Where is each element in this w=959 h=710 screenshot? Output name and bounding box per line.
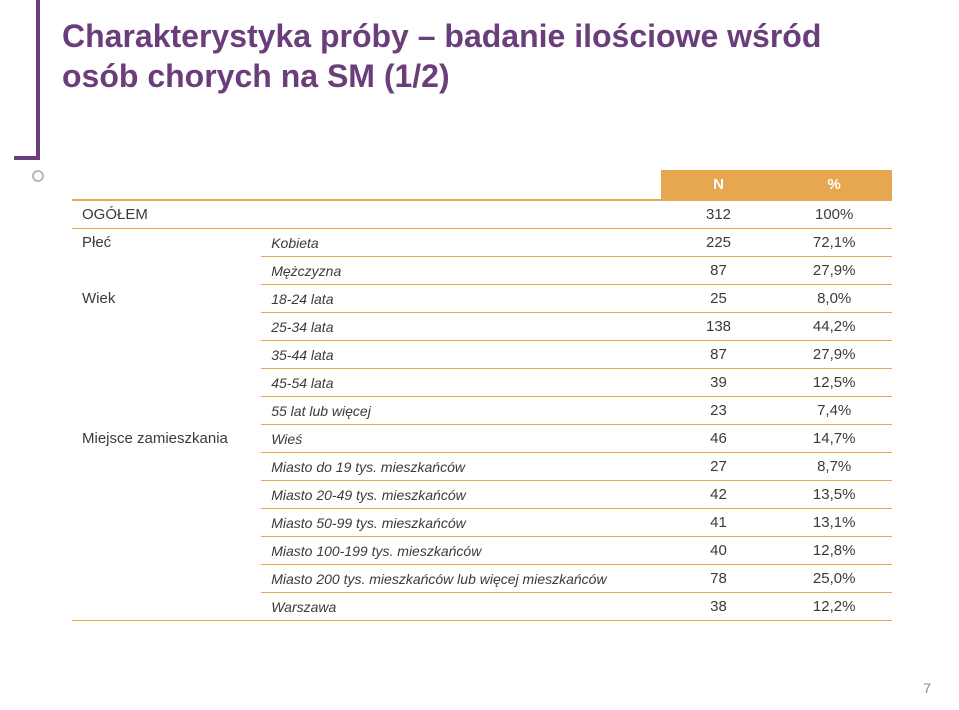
title-line-1: Charakterystyka próby – badanie ilościow…: [62, 18, 821, 54]
accent-vertical-bar: [36, 0, 40, 160]
subcategory-cell: 18-24 lata: [261, 285, 660, 313]
subcategory-cell: Wieś: [261, 425, 660, 453]
n-cell: 312: [661, 200, 777, 229]
table-row: OGÓŁEM 312100%: [72, 200, 892, 229]
left-accent-decoration: [0, 0, 52, 175]
n-cell: 23: [661, 397, 777, 425]
page-number: 7: [923, 680, 931, 696]
subcategory-cell: [261, 200, 660, 229]
subcategory-cell: Warszawa: [261, 593, 660, 621]
subcategory-cell: Mężczyzna: [261, 257, 660, 285]
category-cell: Płeć: [72, 229, 261, 285]
n-cell: 87: [661, 341, 777, 369]
pct-cell: 72,1%: [776, 229, 892, 257]
header-pct: %: [776, 170, 892, 200]
n-cell: 41: [661, 509, 777, 537]
n-cell: 40: [661, 537, 777, 565]
pct-cell: 12,8%: [776, 537, 892, 565]
subcategory-cell: Miasto do 19 tys. mieszkańców: [261, 453, 660, 481]
category-cell: OGÓŁEM: [72, 200, 261, 229]
accent-horizontal-bar: [14, 156, 40, 160]
subcategory-cell: 55 lat lub więcej: [261, 397, 660, 425]
subcategory-cell: Miasto 50-99 tys. mieszkańców: [261, 509, 660, 537]
slide-title: Charakterystyka próby – badanie ilościow…: [62, 16, 902, 96]
accent-circle: [32, 170, 44, 182]
table-header-row: N %: [72, 170, 892, 200]
subcategory-cell: Kobieta: [261, 229, 660, 257]
header-blank-1: [72, 170, 261, 200]
pct-cell: 27,9%: [776, 257, 892, 285]
table-body: OGÓŁEM312100%PłećKobieta22572,1%Mężczyzn…: [72, 200, 892, 621]
n-cell: 46: [661, 425, 777, 453]
pct-cell: 14,7%: [776, 425, 892, 453]
table-row: PłećKobieta22572,1%: [72, 229, 892, 257]
n-cell: 87: [661, 257, 777, 285]
data-table-container: N % OGÓŁEM312100%PłećKobieta22572,1%Mężc…: [72, 170, 892, 621]
subcategory-cell: 35-44 lata: [261, 341, 660, 369]
pct-cell: 44,2%: [776, 313, 892, 341]
subcategory-cell: Miasto 100-199 tys. mieszkańców: [261, 537, 660, 565]
subcategory-cell: 45-54 lata: [261, 369, 660, 397]
table-row: Wiek18-24 lata258,0%: [72, 285, 892, 313]
n-cell: 225: [661, 229, 777, 257]
n-cell: 39: [661, 369, 777, 397]
pct-cell: 27,9%: [776, 341, 892, 369]
n-cell: 138: [661, 313, 777, 341]
pct-cell: 25,0%: [776, 565, 892, 593]
pct-cell: 13,1%: [776, 509, 892, 537]
pct-cell: 7,4%: [776, 397, 892, 425]
subcategory-cell: Miasto 20-49 tys. mieszkańców: [261, 481, 660, 509]
n-cell: 25: [661, 285, 777, 313]
pct-cell: 8,7%: [776, 453, 892, 481]
n-cell: 42: [661, 481, 777, 509]
n-cell: 27: [661, 453, 777, 481]
n-cell: 38: [661, 593, 777, 621]
pct-cell: 12,2%: [776, 593, 892, 621]
title-line-2: osób chorych na SM (1/2): [62, 58, 450, 94]
subcategory-cell: 25-34 lata: [261, 313, 660, 341]
table-row: Miejsce zamieszkaniaWieś4614,7%: [72, 425, 892, 453]
header-n: N: [661, 170, 777, 200]
pct-cell: 8,0%: [776, 285, 892, 313]
category-cell: Miejsce zamieszkania: [72, 425, 261, 621]
pct-cell: 100%: [776, 200, 892, 229]
n-cell: 78: [661, 565, 777, 593]
subcategory-cell: Miasto 200 tys. mieszkańców lub więcej m…: [261, 565, 660, 593]
pct-cell: 13,5%: [776, 481, 892, 509]
header-blank-2: [261, 170, 660, 200]
category-cell: Wiek: [72, 285, 261, 425]
pct-cell: 12,5%: [776, 369, 892, 397]
demographics-table: N % OGÓŁEM312100%PłećKobieta22572,1%Mężc…: [72, 170, 892, 621]
